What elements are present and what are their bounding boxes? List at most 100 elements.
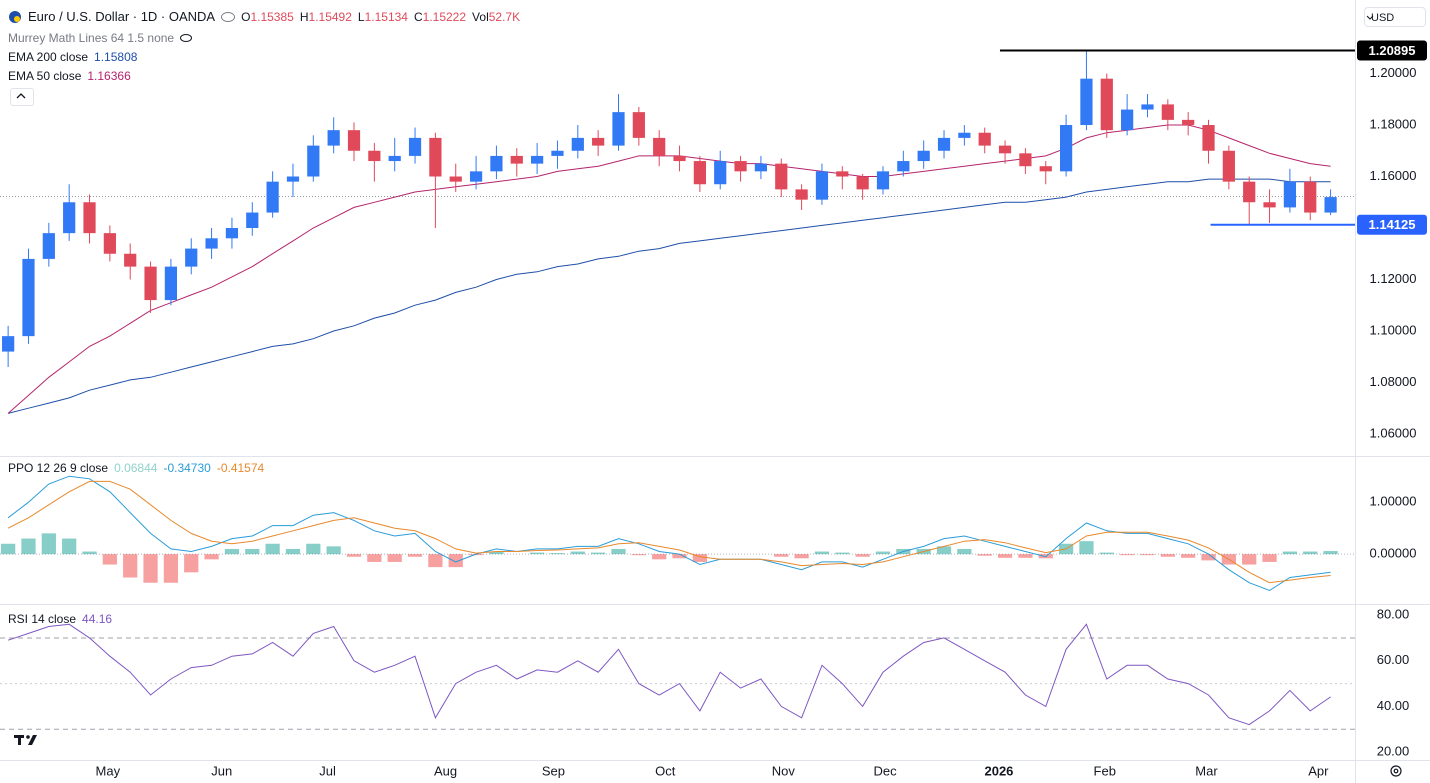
candle-body — [592, 137, 605, 146]
ppo-value: 0.06844 — [114, 461, 158, 475]
ema-value: 1.15808 — [94, 50, 138, 64]
symbol: Euro / U.S. Dollar · 1D · OANDA — [28, 9, 216, 24]
candle-body — [551, 150, 564, 156]
histogram-bar — [204, 554, 219, 560]
histogram-bar — [1160, 554, 1175, 557]
ohlc-value: 1.15134 — [364, 9, 408, 24]
collapse-button[interactable] — [10, 88, 34, 106]
y-tick-label: 60.00 — [1377, 652, 1410, 667]
candle-body — [836, 171, 849, 177]
study-name: Murrey Math Lines 64 1.5 none — [8, 31, 175, 45]
candle-body — [164, 266, 178, 301]
histogram-bar — [367, 554, 382, 562]
candle-body — [531, 155, 544, 164]
histogram-bar — [41, 533, 56, 555]
histogram-bar — [82, 551, 97, 555]
histogram-bar — [407, 554, 423, 557]
histogram-bar — [387, 554, 402, 562]
ppo-legend: PPO 12 26 9 close 0.06844 -0.34730 -0.41… — [8, 461, 264, 475]
ppo-value: -0.41574 — [216, 461, 265, 475]
candle-body — [205, 238, 218, 249]
ohlc-key: C — [413, 9, 423, 24]
histogram-bar — [163, 554, 179, 583]
histogram-bar — [285, 548, 301, 555]
candle-body — [917, 150, 930, 162]
candle-body — [83, 202, 96, 234]
eye-icon[interactable] — [221, 11, 236, 22]
candle-body — [1324, 197, 1337, 213]
x-tick-label: Sep — [542, 763, 565, 778]
histogram-bar — [1120, 554, 1135, 556]
candle-body — [1059, 125, 1073, 172]
ohlc-value: 1.15385 — [250, 9, 294, 24]
x-tick-label: Mar — [1195, 763, 1218, 778]
candle-body — [225, 228, 239, 239]
candle-body — [734, 161, 747, 172]
candle-body — [937, 137, 951, 151]
candle-body — [144, 266, 157, 301]
candle-body — [469, 171, 483, 182]
indicator-line — [7, 623, 1331, 726]
histogram-bar — [570, 551, 585, 555]
histogram-bar — [1181, 554, 1196, 558]
y-tick-label: 40.00 — [1377, 698, 1410, 713]
candle-body — [1121, 109, 1134, 131]
study-legend: Murrey Math Lines 64 1.5 none — [8, 31, 193, 45]
histogram-bar — [1262, 554, 1277, 562]
ppo-value: -0.34730 — [163, 461, 211, 475]
histogram-bar — [875, 551, 891, 555]
indicator-line — [7, 480, 1331, 584]
histogram-bar — [611, 548, 626, 555]
histogram-bar — [224, 548, 240, 555]
level-label: 1.20895 — [1369, 43, 1416, 58]
y-tick-label: 1.18000 — [1370, 116, 1417, 131]
candle-body — [124, 253, 137, 267]
histogram-bar — [774, 554, 789, 557]
candle-body — [1100, 78, 1113, 131]
candle-body — [1243, 181, 1256, 203]
candle-body — [1019, 153, 1032, 167]
x-tick-label: 2026 — [984, 763, 1013, 778]
ema-legend: EMA 200 close 1.15808 — [8, 50, 137, 64]
indicator-line — [7, 475, 1331, 592]
histogram-bar — [306, 543, 321, 555]
candle-body — [388, 155, 401, 162]
candle-body — [22, 258, 35, 337]
settings-icon[interactable] — [1390, 765, 1402, 777]
histogram-bar — [428, 554, 443, 568]
candle-body — [897, 161, 910, 172]
histogram-bar — [62, 538, 77, 555]
tv-logo — [14, 735, 37, 745]
candle-body — [998, 145, 1012, 154]
x-tick-label: Jul — [319, 763, 336, 778]
y-tick-label: 1.16000 — [1370, 168, 1417, 183]
ohlc-key: L — [357, 9, 365, 24]
histogram-bar — [184, 554, 199, 573]
candle-body — [856, 176, 869, 190]
chevron — [16, 93, 26, 99]
histogram-bar — [489, 551, 504, 555]
candle-body — [795, 189, 808, 200]
ema-legend: EMA 50 close 1.16366 — [8, 69, 131, 83]
y-tick-label: 1.12000 — [1370, 271, 1417, 286]
histogram-bar — [468, 554, 484, 556]
currency-select[interactable]: USD — [1364, 7, 1426, 27]
candle-body — [2, 336, 15, 352]
candle-body — [429, 137, 442, 177]
histogram-bar — [448, 554, 463, 568]
y-tick-label: 1.08000 — [1370, 374, 1417, 389]
histogram-bar — [245, 548, 260, 555]
candle-body — [246, 212, 259, 228]
x-tick-label: Oct — [655, 763, 676, 778]
y-tick-label: 1.20000 — [1370, 65, 1417, 80]
ema-name: EMA 50 close — [8, 69, 82, 83]
candle-body — [1182, 119, 1195, 126]
candle-body — [63, 202, 76, 234]
rsi-value: 44.16 — [82, 612, 113, 626]
candle-body — [714, 161, 727, 185]
candle-body — [815, 171, 829, 200]
hidden-icon[interactable] — [180, 34, 193, 42]
candle-body — [307, 145, 320, 177]
histogram-bar — [1, 543, 16, 555]
